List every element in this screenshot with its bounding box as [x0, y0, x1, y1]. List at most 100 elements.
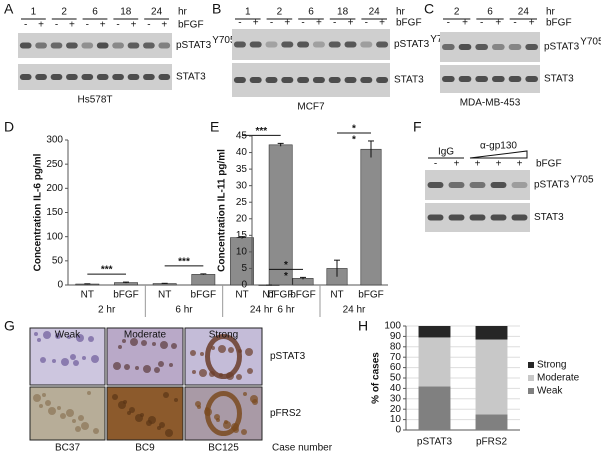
cell-nucleus: [43, 331, 51, 339]
phospho-site: Y705: [570, 175, 594, 186]
unit-label: hr: [178, 7, 188, 18]
treatment-sign: +: [348, 18, 354, 29]
treatment-sign: -: [513, 18, 516, 29]
cell-nucleus: [66, 409, 74, 417]
y-axis-label: Concentration IL-6 pg/ml: [33, 153, 44, 271]
time-label: 6: [308, 7, 314, 18]
treatment-sign: +: [69, 20, 75, 31]
time-label: 24: [151, 7, 163, 18]
blot-band: [50, 74, 63, 80]
cell-nucleus: [218, 345, 226, 353]
band-label: STAT3: [544, 74, 574, 85]
x-tick-label: bFGF: [290, 290, 316, 301]
treatment-sign: +: [462, 18, 468, 29]
group-label: 6 hr: [277, 305, 295, 316]
bar-segment: [475, 326, 508, 340]
x-tick-label: bFGF: [113, 290, 139, 301]
y-tick-label: 40: [390, 383, 402, 394]
cell-nucleus: [57, 406, 61, 410]
y-tick-label: 40: [236, 147, 248, 158]
case-number-label: Case number: [272, 443, 333, 451]
blot-band: [508, 76, 522, 82]
legend-swatch: [528, 388, 534, 394]
treatment-sign: -: [116, 20, 119, 31]
blot-band: [158, 74, 171, 80]
cell-nucleus: [91, 355, 99, 363]
band-label: STAT3: [394, 75, 424, 86]
cell-nucleus: [55, 333, 61, 339]
blot-band: [360, 41, 373, 48]
bar: [268, 144, 293, 286]
y-tick-label: 45: [236, 131, 248, 142]
blot-band: [475, 44, 488, 50]
y-tick-label: 60: [390, 362, 402, 373]
cell-nucleus: [52, 359, 56, 363]
blot-band: [281, 77, 294, 83]
bar-segment: [418, 386, 451, 430]
column-label: Weak: [55, 330, 81, 341]
blot-band: [96, 42, 109, 49]
time-label: 2: [454, 7, 460, 18]
column-label: Moderate: [124, 330, 167, 341]
blot-band: [50, 42, 63, 49]
x-tick-label: NT: [158, 290, 171, 301]
cell-nucleus: [143, 365, 151, 373]
blot-band: [127, 74, 140, 80]
treatment-label: bFGF: [546, 18, 572, 29]
group-label: 24 hr: [343, 305, 366, 316]
cell-nucleus: [236, 374, 242, 380]
x-tick-label: bFGF: [358, 290, 384, 301]
significance-mark: *: [284, 271, 288, 282]
x-tick-label: NT: [330, 290, 343, 301]
y-tick-label: 300: [46, 135, 63, 146]
y-tick-label: 70: [390, 352, 402, 363]
significance-mark: ***: [101, 265, 113, 276]
treatment-label: bFGF: [178, 20, 204, 31]
y-tick-label: 30: [390, 393, 402, 404]
case-label: BC9: [135, 443, 155, 451]
panel-label: B: [212, 1, 221, 17]
panel-label: F: [413, 119, 422, 135]
phospho-site: Y705: [580, 37, 601, 48]
bar-segment: [475, 339, 508, 415]
blot-band: [344, 41, 357, 48]
time-label: 2: [277, 7, 283, 18]
duct: [205, 391, 242, 436]
blot-band: [281, 41, 294, 48]
treatment-sign: -: [333, 18, 336, 29]
cell-nucleus: [154, 367, 160, 373]
panel-label: G: [4, 318, 15, 334]
cell-nucleus: [124, 364, 130, 370]
cell-line: MCF7: [297, 102, 325, 113]
blot-band: [458, 44, 472, 50]
time-label: 1: [31, 7, 37, 18]
x-tick-label: NT: [235, 290, 248, 301]
blot-band: [233, 41, 246, 48]
blot-band: [19, 42, 32, 49]
cell-nucleus: [48, 407, 56, 415]
cell-nucleus: [140, 413, 144, 417]
blot-band: [66, 74, 78, 80]
treatment-sign: +: [253, 18, 259, 29]
significance-mark: ***: [255, 126, 267, 137]
cell-nucleus: [42, 393, 46, 397]
cell-nucleus: [243, 392, 247, 396]
blot-band: [525, 44, 538, 50]
time-label: 1: [245, 7, 251, 18]
time-label: 6: [92, 7, 98, 18]
band-label: STAT3: [176, 72, 206, 83]
cell-nucleus: [93, 428, 99, 434]
blot-band: [492, 76, 505, 82]
y-tick-label: 0: [241, 280, 247, 291]
treatment-sign: +: [316, 18, 322, 29]
antibody-label: IgG: [438, 147, 454, 158]
treatment-sign: -: [238, 18, 241, 29]
y-tick-label: 80: [390, 341, 402, 352]
blot-band: [312, 77, 325, 83]
band-label: pSTAT3: [544, 42, 580, 53]
blot-band: [511, 214, 528, 221]
blot-band: [96, 74, 109, 80]
cell-nucleus: [135, 366, 139, 370]
cell-nucleus: [160, 341, 168, 349]
unit-label: hr: [396, 7, 406, 18]
